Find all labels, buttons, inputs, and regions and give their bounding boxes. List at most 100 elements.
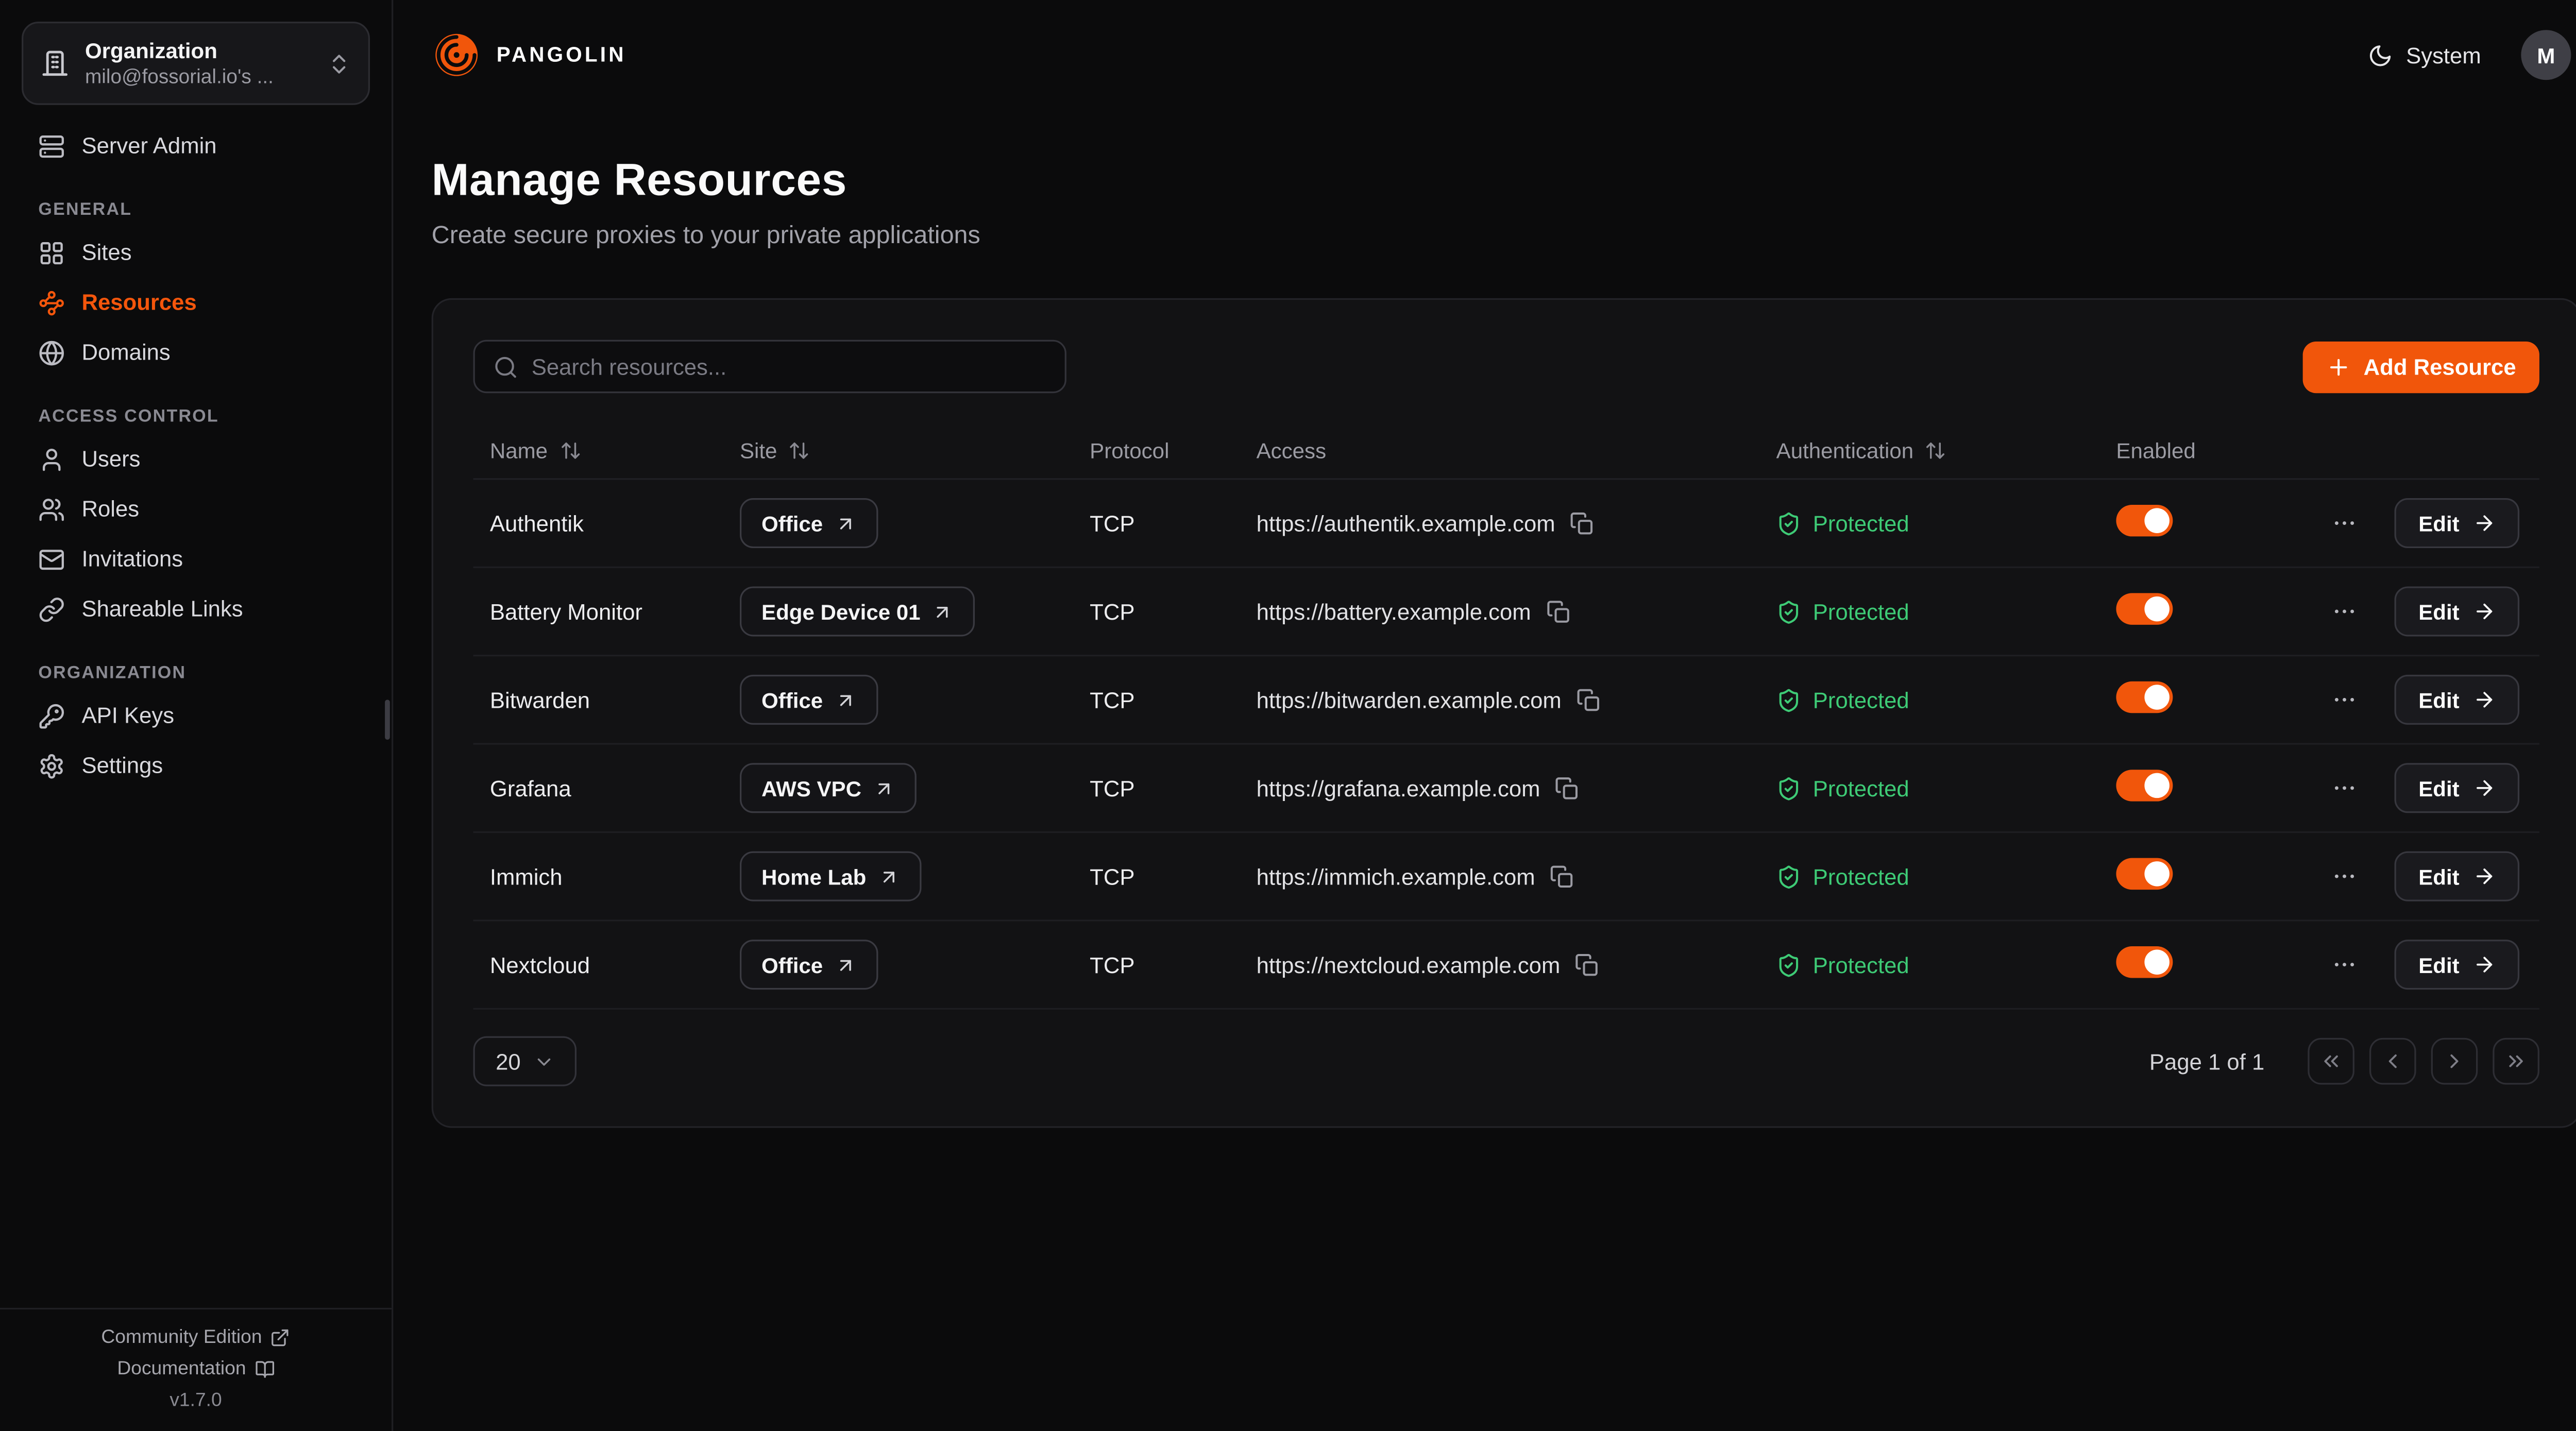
shield-check-icon	[1779, 688, 1799, 711]
sidebar-item-resources[interactable]: Resources	[22, 278, 370, 328]
enabled-toggle[interactable]	[2116, 504, 2173, 537]
site-link-button[interactable]: Edge Device 01	[739, 586, 976, 637]
sidebar-item-settings[interactable]: Settings	[22, 741, 370, 791]
arrow-up-right-icon	[840, 959, 851, 970]
sidebar-item-users[interactable]: Users	[22, 435, 370, 485]
row-menu-button[interactable]	[2332, 951, 2359, 978]
org-title: Organization	[84, 37, 217, 63]
copy-icon	[1576, 953, 1598, 975]
page-size-select[interactable]: 20	[473, 1036, 577, 1086]
edit-button[interactable]: Edit	[2395, 940, 2520, 990]
edit-button[interactable]: Edit	[2395, 498, 2520, 549]
previous-page-button[interactable]	[2369, 1037, 2416, 1085]
copy-url-button[interactable]	[1575, 952, 1600, 977]
first-page-button[interactable]	[2308, 1037, 2354, 1085]
sidebar-item-label: Invitations	[81, 547, 183, 572]
sidebar-item-domains[interactable]: Domains	[22, 328, 370, 378]
site-link-button[interactable]: Office	[739, 674, 878, 725]
edit-button[interactable]: Edit	[2395, 674, 2520, 725]
sidebar-item-roles[interactable]: Roles	[22, 485, 370, 535]
site-link-button[interactable]: Office	[739, 940, 878, 990]
avatar-initial: M	[2537, 42, 2555, 67]
enabled-toggle[interactable]	[2116, 681, 2173, 713]
sites-icon	[40, 242, 63, 265]
theme-toggle[interactable]: System	[2368, 42, 2481, 67]
edit-button[interactable]: Edit	[2395, 586, 2520, 637]
avatar[interactable]: M	[2521, 30, 2571, 80]
page-info: Page 1 of 1	[2149, 1048, 2265, 1074]
copy-url-button[interactable]	[1550, 864, 1575, 889]
site-link-button[interactable]: AWS VPC	[739, 763, 917, 813]
access-url: https://immich.example.com	[1256, 863, 1535, 889]
community-edition-link[interactable]: Community Edition	[101, 1328, 290, 1348]
search-input[interactable]	[531, 354, 1047, 379]
authentication-status: Protected	[1776, 952, 2116, 977]
row-menu-button[interactable]	[2332, 686, 2359, 713]
access-url: https://authentik.example.com	[1256, 510, 1555, 536]
sidebar-scrollbar[interactable]	[385, 700, 390, 740]
sidebar-item-invitations[interactable]: Invitations	[22, 535, 370, 585]
shield-check-icon	[1779, 953, 1799, 976]
copy-url-button[interactable]	[1570, 510, 1596, 536]
copy-icon	[1556, 776, 1579, 798]
sidebar-item-sites[interactable]: Sites	[22, 228, 370, 278]
add-resource-label: Add Resource	[2363, 354, 2516, 379]
sidebar-item-label: Shareable Links	[81, 597, 243, 622]
add-resource-button[interactable]: Add Resource	[2303, 340, 2539, 393]
card-toolbar: Add Resource	[473, 339, 2539, 394]
sidebar-item-server-admin[interactable]: Server Admin	[22, 122, 370, 172]
protocol-value: TCP	[1090, 775, 1135, 801]
copy-url-button[interactable]	[1577, 687, 1602, 712]
theme-label: System	[2406, 42, 2481, 67]
authentication-label: Protected	[1812, 863, 1909, 889]
sort-icon	[1927, 442, 1945, 459]
edit-label: Edit	[2418, 863, 2460, 889]
arrow-right-icon	[2477, 692, 2493, 708]
authentication-label: Protected	[1812, 952, 1909, 977]
column-header-name[interactable]: Name	[490, 438, 740, 463]
gear-icon	[40, 754, 63, 779]
site-link-button[interactable]: Office	[739, 498, 878, 549]
brand: PANGOLIN	[432, 30, 626, 80]
org-selector[interactable]: Organization milo@fossorial.io's ...	[22, 22, 370, 105]
enabled-toggle[interactable]	[2116, 858, 2173, 890]
sidebar-item-shareable-links[interactable]: Shareable Links	[22, 585, 370, 635]
sidebar-item-label: API Keys	[81, 703, 175, 729]
authentication-label: Protected	[1812, 775, 1909, 801]
ellipsis-icon	[2335, 874, 2355, 878]
authentication-status: Protected	[1776, 599, 2116, 624]
row-menu-button[interactable]	[2332, 775, 2359, 802]
enabled-toggle[interactable]	[2116, 770, 2173, 802]
site-name: Edge Device 01	[761, 599, 921, 624]
copy-icon	[1551, 864, 1573, 887]
sidebar-item-api-keys[interactable]: API Keys	[22, 691, 370, 741]
page-size-value: 20	[496, 1048, 521, 1074]
copy-url-button[interactable]	[1555, 776, 1581, 801]
pagination: Page 1 of 1	[2149, 1037, 2539, 1085]
documentation-link[interactable]: Documentation	[117, 1360, 274, 1380]
column-header-site[interactable]: Site	[740, 438, 1090, 463]
sidebar-item-label: Resources	[81, 290, 197, 316]
last-page-button[interactable]	[2493, 1037, 2539, 1085]
edit-button[interactable]: Edit	[2395, 763, 2520, 813]
column-label: Access	[1256, 438, 1327, 464]
enabled-toggle[interactable]	[2116, 946, 2173, 978]
copy-url-button[interactable]	[1546, 599, 1571, 624]
enabled-toggle[interactable]	[2116, 593, 2173, 625]
edit-button[interactable]: Edit	[2395, 851, 2520, 901]
row-menu-button[interactable]	[2332, 863, 2359, 890]
book-open-icon	[255, 1361, 274, 1378]
site-link-button[interactable]: Home Lab	[739, 851, 922, 901]
mail-icon	[39, 550, 64, 570]
column-header-authentication[interactable]: Authentication	[1776, 438, 2116, 463]
shield-check-icon	[1779, 776, 1799, 800]
resource-name: Nextcloud	[489, 952, 590, 977]
next-page-button[interactable]	[2431, 1037, 2478, 1085]
sidebar-item-label: Server Admin	[81, 133, 217, 159]
row-menu-button[interactable]	[2332, 510, 2359, 537]
ellipsis-icon	[2335, 786, 2355, 790]
key-icon	[39, 704, 64, 729]
site-name: AWS VPC	[761, 775, 861, 801]
edit-label: Edit	[2418, 952, 2460, 977]
row-menu-button[interactable]	[2332, 598, 2359, 625]
